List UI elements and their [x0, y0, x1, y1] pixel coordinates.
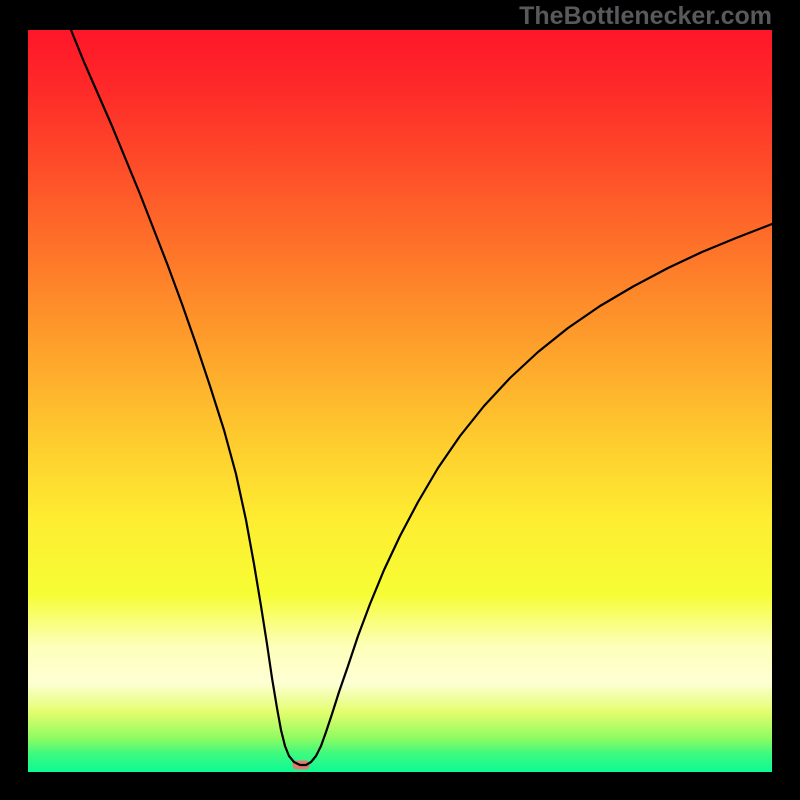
plot-area	[28, 30, 772, 772]
chart-container: TheBottlenecker.com	[0, 0, 800, 800]
curve-layer	[28, 30, 772, 772]
watermark-text: TheBottlenecker.com	[519, 2, 772, 31]
bottleneck-curve	[71, 30, 772, 765]
